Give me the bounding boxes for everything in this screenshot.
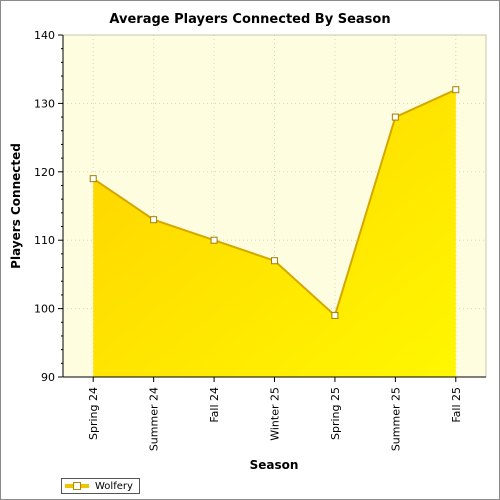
y-tick-label: 90 bbox=[41, 371, 55, 384]
x-tick-label: Spring 25 bbox=[329, 387, 342, 440]
x-tick-label: Fall 25 bbox=[450, 387, 463, 423]
data-point bbox=[452, 86, 460, 94]
legend-label: Wolfery bbox=[95, 480, 133, 492]
data-points bbox=[89, 86, 460, 319]
legend-swatch bbox=[65, 481, 89, 491]
data-point bbox=[331, 311, 339, 319]
data-point bbox=[150, 216, 158, 224]
x-tick-label: Summer 25 bbox=[389, 387, 402, 451]
y-tick-label: 140 bbox=[34, 29, 55, 42]
x-axis-label: Season bbox=[250, 458, 299, 472]
data-point bbox=[210, 236, 218, 244]
axes: 90 100 110 120 130 140 Spring 24 Summer 24 Fall … bbox=[34, 29, 487, 451]
x-tick-label: Spring 24 bbox=[87, 387, 100, 440]
y-tick-label: 110 bbox=[34, 234, 55, 247]
y-tick-label: 100 bbox=[34, 303, 55, 316]
x-tick-label: Fall 24 bbox=[208, 387, 221, 423]
y-tick-label: 130 bbox=[34, 97, 55, 110]
data-point bbox=[89, 175, 97, 183]
data-point bbox=[271, 257, 278, 265]
series-area-wolfery bbox=[93, 89, 456, 377]
legend: Wolfery bbox=[61, 478, 140, 494]
data-point bbox=[391, 113, 399, 121]
x-tick-label: Winter 25 bbox=[269, 387, 282, 441]
chart-title: Average Players Connected By Season bbox=[109, 12, 390, 27]
y-tick-label: 120 bbox=[34, 166, 55, 179]
x-tick-label: Summer 24 bbox=[148, 387, 161, 451]
y-axis-label: Players Connected bbox=[9, 143, 23, 269]
